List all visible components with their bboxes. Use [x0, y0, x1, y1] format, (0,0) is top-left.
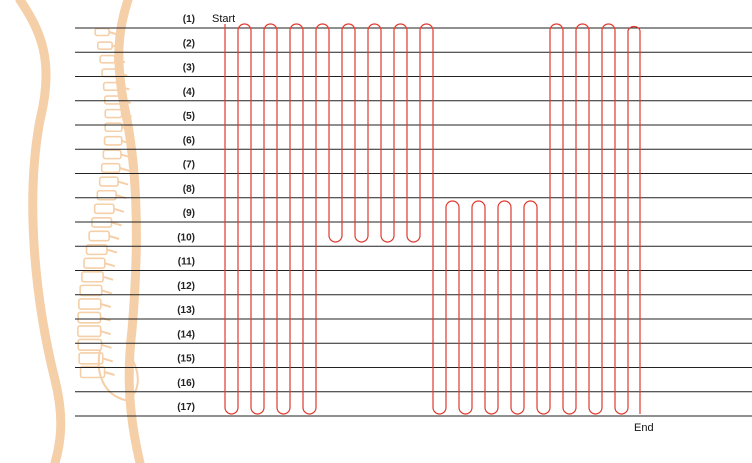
- vertebra: [96, 189, 117, 201]
- vertebra-process: [117, 180, 129, 186]
- vertebra-process: [106, 248, 118, 254]
- vertebra: [104, 122, 123, 133]
- vertebra: [77, 311, 102, 324]
- row-label: (9): [183, 208, 195, 219]
- vertebra-process: [100, 303, 112, 308]
- row-label: (1): [183, 14, 195, 25]
- vertebra-process: [111, 221, 122, 227]
- vertebra-process: [108, 235, 120, 240]
- vertebra: [96, 41, 113, 50]
- scan-path: [224, 23, 641, 415]
- vertebra: [93, 203, 115, 215]
- row-label: (12): [177, 281, 195, 292]
- row-label: (14): [177, 329, 195, 340]
- vertebra-process: [101, 343, 112, 349]
- vertebra: [102, 149, 122, 160]
- vertebra: [103, 135, 123, 146]
- row-label: (4): [183, 87, 195, 98]
- vertebra-process: [120, 153, 132, 159]
- vertebra-process: [121, 112, 132, 118]
- row-label: (5): [183, 111, 195, 122]
- row-lines: [75, 27, 752, 417]
- end-label: End: [634, 422, 654, 434]
- body-silhouette: [15, 0, 145, 463]
- vertebra-process: [121, 139, 133, 145]
- vertebra: [99, 54, 116, 64]
- vertebra-process: [104, 371, 115, 376]
- vertebra: [77, 325, 102, 338]
- front-outline: [114, 0, 145, 463]
- sacrum: [97, 349, 139, 402]
- vertebra-process: [108, 31, 120, 36]
- vertebra-process: [111, 44, 123, 50]
- vertebra-process: [118, 85, 130, 91]
- vertebra-process: [119, 167, 131, 172]
- row-label: (3): [183, 63, 195, 74]
- back-outline: [15, 0, 66, 463]
- spine-illustration: [77, 27, 139, 402]
- row-label: (16): [177, 378, 195, 389]
- vertebra-process: [121, 126, 133, 132]
- vertebra: [94, 27, 110, 37]
- vertebra: [88, 230, 110, 242]
- vertebra: [98, 176, 119, 187]
- vertebra-process: [101, 289, 113, 295]
- vertebra: [78, 298, 102, 310]
- row-label: (10): [177, 232, 195, 243]
- vertebra-process: [117, 71, 128, 77]
- vertebra-process: [104, 262, 116, 268]
- row-label: (6): [183, 135, 195, 146]
- row-label: (13): [177, 305, 195, 316]
- vertebra: [104, 108, 123, 119]
- vertebra: [100, 162, 121, 174]
- vertebra-process: [114, 58, 126, 64]
- vertebra-process: [100, 330, 111, 336]
- row-label: (7): [183, 160, 195, 171]
- vertebra: [77, 338, 103, 351]
- vertebra: [81, 271, 104, 283]
- vertebra-process: [102, 357, 114, 363]
- vertebra-process: [113, 207, 125, 213]
- row-label: (17): [177, 402, 195, 413]
- vertebra: [79, 284, 103, 297]
- vertebra: [83, 257, 106, 269]
- row-label: (8): [183, 184, 195, 195]
- row-label: (15): [177, 354, 195, 365]
- row-labels: (1) (2) (3) (4) (5) (6) (7) (8) (9) (10) (11) (12) (…: [177, 14, 195, 413]
- row-label: (2): [183, 38, 195, 49]
- row-label: (11): [178, 257, 195, 268]
- vertebra-process: [102, 275, 114, 281]
- start-label: Start: [212, 13, 235, 25]
